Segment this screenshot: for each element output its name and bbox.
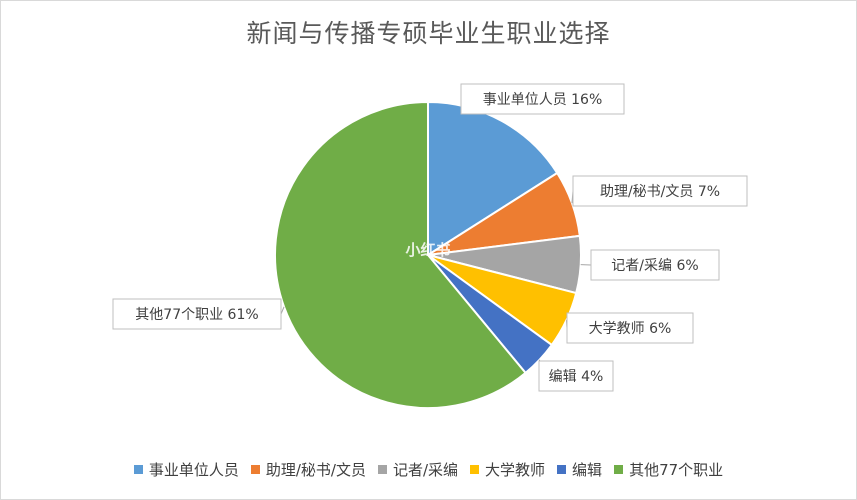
data-label-box-2 xyxy=(572,175,748,207)
pie-slices xyxy=(274,100,582,409)
legend-swatch xyxy=(377,465,387,474)
legend-item-1: 事业单位人员 xyxy=(133,459,239,480)
legend-item-6: 其他77个职业 xyxy=(614,459,723,480)
data-label-box-5 xyxy=(538,360,614,392)
data-label-5: 编辑 4% xyxy=(549,369,604,385)
legend-swatch xyxy=(133,465,143,474)
pie-slice-6 xyxy=(274,100,527,409)
leader-line-6 xyxy=(280,306,285,315)
data-label-2: 助理/秘书/文员 7% xyxy=(600,184,720,200)
chart-legend: 事业单位人员 助理/秘书/文员 记者/采编 大学教师 编辑 其他77个职业 xyxy=(0,459,857,480)
data-label-box-1 xyxy=(460,83,625,115)
data-label-6: 其他77个职业 61% xyxy=(135,307,258,323)
legend-swatch xyxy=(470,465,480,474)
data-label-box-3 xyxy=(590,249,720,281)
data-label-box-4 xyxy=(566,312,694,344)
pie-chart: 事业单位人员 16% 助理/秘书/文员 7% 记者/采编 6% 大学教师 6% 编辑 4… xyxy=(112,83,748,409)
pie-slice-1 xyxy=(427,100,559,257)
legend-swatch xyxy=(250,465,260,474)
legend-item-5: 编辑 xyxy=(557,459,602,480)
data-label-box-6 xyxy=(112,298,282,330)
legend-label: 记者/采编 xyxy=(392,461,459,479)
legend-item-4: 大学教师 xyxy=(470,459,545,480)
legend-label: 事业单位人员 xyxy=(148,461,239,479)
legend-label: 编辑 xyxy=(572,461,603,479)
legend-label: 助理/秘书/文员 xyxy=(265,461,366,479)
legend-label: 其他77个职业 xyxy=(629,461,724,479)
legend-swatch xyxy=(614,465,624,474)
watermark-logo: 小红书 xyxy=(405,241,450,259)
data-labels: 事业单位人员 16% 助理/秘书/文员 7% 记者/采编 6% 大学教师 6% 编辑 4… xyxy=(112,83,748,392)
legend-label: 大学教师 xyxy=(485,461,546,479)
data-label-4: 大学教师 6% xyxy=(589,321,672,337)
data-label-1: 事业单位人员 16% xyxy=(483,92,603,108)
legend-item-3: 记者/采编 xyxy=(377,459,459,480)
legend-swatch xyxy=(557,465,567,474)
data-label-3: 记者/采编 6% xyxy=(611,258,698,274)
legend-item-2: 助理/秘书/文员 xyxy=(250,459,366,480)
chart-title: 新闻与传播专硕毕业生职业选择 xyxy=(246,19,611,48)
